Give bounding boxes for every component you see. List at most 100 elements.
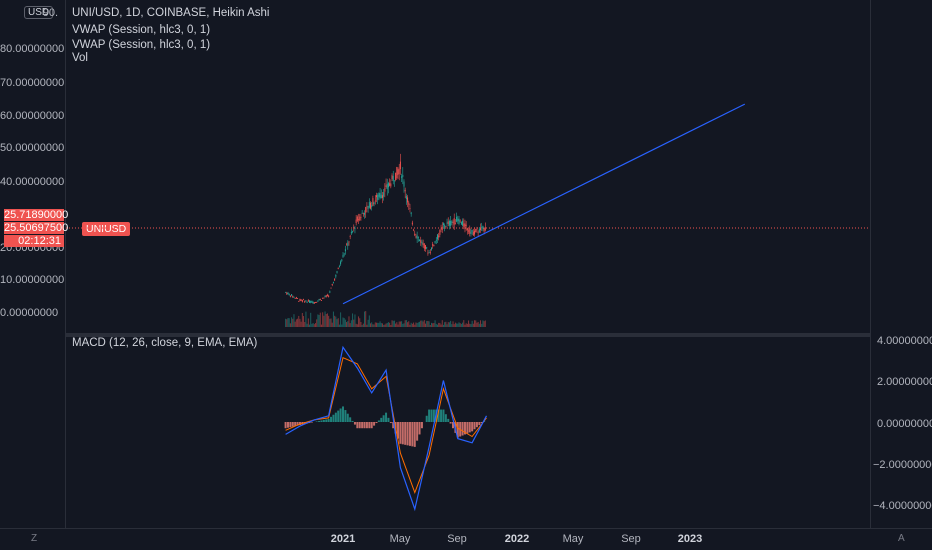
candle-body (417, 236, 419, 238)
candle-body (470, 231, 472, 234)
volume-bar (457, 323, 459, 327)
time-tick: Sep (447, 533, 467, 545)
indicator-legend-vwap-1[interactable]: VWAP (Session, hlc3, 0, 1) (72, 24, 211, 36)
volume-bar (475, 320, 477, 327)
volume-bar (465, 323, 467, 327)
volume-bar (429, 324, 431, 327)
volume-bar (349, 323, 351, 327)
volume-bar (484, 320, 486, 327)
candle-body (458, 218, 460, 225)
candle-body (371, 205, 373, 207)
volume-bar (291, 317, 293, 327)
time-axis[interactable] (0, 528, 932, 550)
symbol-legend[interactable]: UNI/USD, 1D, COINBASE, Heikin Ashi (72, 7, 270, 19)
candle-body (403, 181, 405, 187)
price-axis[interactable]: USD 90. 80.00000000 70.00000000 60.00000… (0, 0, 68, 528)
candle-body (389, 183, 391, 186)
candle-body (425, 245, 427, 249)
volume-bar (389, 322, 391, 327)
candle-body (368, 202, 370, 208)
volume-bar (384, 324, 386, 327)
candle-body (306, 301, 308, 303)
volume-bar (446, 324, 448, 327)
macd-histogram-bar (449, 422, 452, 424)
zoom-toggle-icon[interactable]: Z (31, 533, 38, 544)
volume-bar (481, 323, 483, 327)
candle-body (440, 228, 442, 230)
candle-body (309, 300, 311, 303)
candle-body (471, 230, 473, 232)
volume-bar (329, 318, 331, 327)
volume-bar (364, 311, 366, 327)
indicator-legend-volume[interactable]: Vol (72, 52, 88, 64)
volume-bar (460, 323, 462, 327)
volume-bar (303, 316, 305, 327)
candle-body (478, 228, 480, 233)
macd-axis[interactable]: 4.00000000 2.00000000 0.00000000 −2.0000… (870, 0, 932, 528)
time-tick: 2021 (330, 533, 356, 545)
volume-bar (466, 323, 468, 327)
volume-bar (317, 314, 319, 327)
candle-body (402, 174, 404, 177)
volume-bar (448, 322, 450, 327)
macd-histogram-bar (298, 422, 301, 426)
candle-body (453, 218, 455, 225)
candle-body (415, 236, 417, 238)
candle-body (407, 197, 409, 203)
candle-body (411, 222, 413, 225)
macd-histogram-bar (330, 416, 333, 422)
volume-bar (409, 324, 411, 327)
candle-body (336, 271, 338, 273)
volume-bar (331, 322, 333, 327)
candle-body (342, 254, 344, 258)
candle-body (427, 252, 429, 254)
volume-bar (288, 318, 290, 327)
candle-body (484, 227, 486, 231)
macd-histogram-bar (339, 408, 342, 422)
auto-scale-icon[interactable]: A (898, 533, 905, 544)
volume-bar (286, 319, 288, 327)
candle-body (311, 300, 313, 303)
pane-divider[interactable] (66, 333, 870, 337)
volume-bar (314, 323, 316, 327)
candle-body (475, 229, 477, 233)
candle-body (313, 302, 315, 304)
volume-bar (312, 322, 314, 327)
indicator-legend-vwap-2[interactable]: VWAP (Session, hlc3, 0, 1) (72, 39, 211, 51)
macd-histogram-bar (344, 410, 347, 422)
macd-histogram-bar (411, 422, 414, 447)
candle-body (472, 231, 474, 236)
candle-body (480, 227, 482, 231)
candle-body (289, 296, 291, 297)
macd-histogram-bar (356, 422, 359, 429)
volume-bar (432, 323, 434, 327)
candle-body (373, 202, 375, 205)
macd-histogram-bar (368, 422, 371, 429)
candle-body (446, 222, 448, 224)
macd-histogram-bar (380, 417, 383, 422)
candle-body (326, 294, 328, 296)
macd-histogram-bar (382, 415, 385, 422)
volume-bar (377, 322, 379, 327)
currency-badge[interactable]: USD (24, 6, 54, 19)
macd-histogram-bar (284, 422, 287, 429)
macd-histogram-bar (318, 420, 321, 422)
candle-body (370, 202, 372, 209)
trendline[interactable] (342, 103, 746, 305)
price-chart[interactable] (0, 0, 932, 528)
macd-legend[interactable]: MACD (12, 26, close, 9, EMA, EMA) (72, 337, 258, 349)
volume-bar (304, 321, 306, 327)
volume-bar (442, 324, 444, 327)
volume-bar (476, 322, 478, 327)
volume-bar (293, 314, 295, 327)
volume-bar (396, 322, 398, 327)
volume-bar (335, 316, 337, 327)
volume-bar (451, 324, 453, 327)
candle-body (291, 294, 293, 296)
volume-bar (416, 322, 418, 327)
candle-body (441, 226, 443, 230)
volume-bar (311, 323, 313, 327)
candle-body (392, 175, 394, 182)
candle-body (404, 189, 406, 192)
volume-bars (285, 311, 486, 327)
